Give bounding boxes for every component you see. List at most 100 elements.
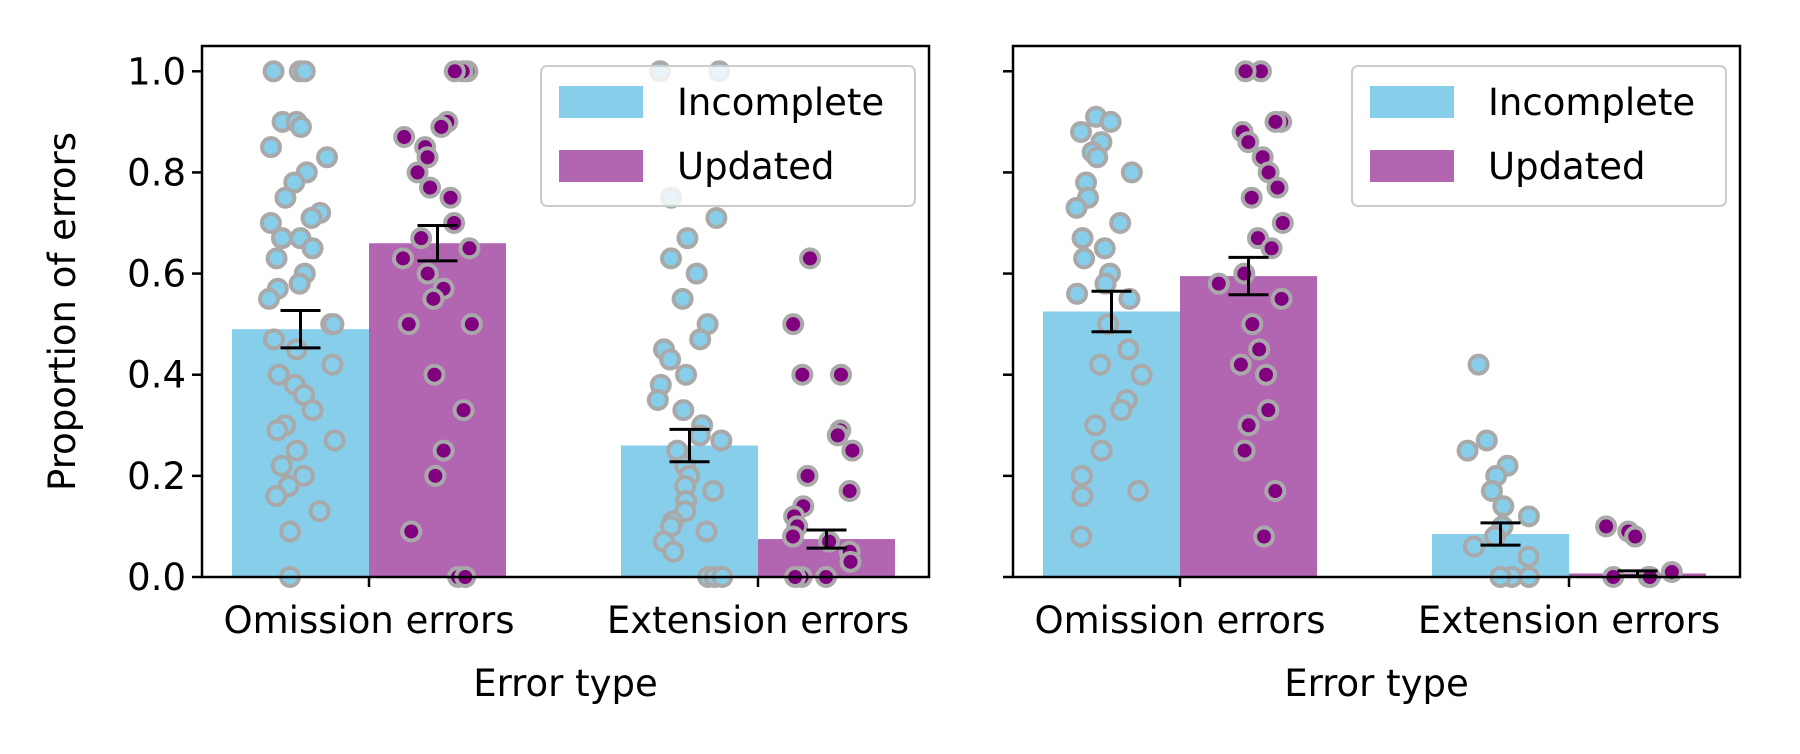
data-point xyxy=(1066,282,1089,305)
data-point xyxy=(839,550,862,573)
data-point xyxy=(799,247,822,270)
data-point xyxy=(458,237,481,260)
data-point xyxy=(1084,414,1107,437)
data-point xyxy=(660,247,683,270)
data-point xyxy=(288,272,311,295)
data-point xyxy=(323,429,346,452)
data-point xyxy=(406,161,429,184)
data-point xyxy=(1240,186,1263,209)
data-point xyxy=(397,313,420,336)
data-point xyxy=(841,439,864,462)
data-point xyxy=(1264,480,1287,503)
data-point xyxy=(1517,545,1540,568)
data-point xyxy=(265,247,288,270)
data-point xyxy=(443,212,466,234)
data-point xyxy=(265,485,288,508)
data-point xyxy=(1073,247,1096,270)
data-point xyxy=(293,60,316,83)
x-tick-label: Extension errors xyxy=(607,599,909,642)
data-point xyxy=(1266,176,1289,199)
data-point xyxy=(671,287,694,310)
legend-swatch-incomplete xyxy=(1370,86,1454,118)
x-axis-title: Error type xyxy=(1284,662,1469,705)
data-point xyxy=(1086,146,1109,169)
data-point xyxy=(1271,212,1294,234)
data-point xyxy=(1070,525,1093,548)
data-point xyxy=(705,206,728,229)
data-point xyxy=(393,126,416,149)
data-point xyxy=(1517,505,1540,528)
data-point xyxy=(826,424,849,447)
data-point xyxy=(424,464,447,487)
data-point xyxy=(443,60,466,83)
data-point xyxy=(452,399,475,422)
data-point xyxy=(292,464,315,487)
data-point xyxy=(270,227,293,250)
data-point xyxy=(289,115,312,138)
data-point xyxy=(1234,60,1257,83)
data-point xyxy=(432,439,455,462)
y-tick-label: 0.0 xyxy=(127,556,186,599)
data-point xyxy=(1248,338,1271,361)
data-point xyxy=(316,146,339,169)
data-point xyxy=(270,454,293,477)
data-point xyxy=(1120,161,1143,184)
data-point xyxy=(1467,353,1490,376)
data-point xyxy=(689,328,712,351)
data-point xyxy=(430,115,453,138)
y-tick-label: 0.4 xyxy=(127,354,186,397)
data-point xyxy=(1233,439,1256,462)
data-point xyxy=(1069,120,1092,143)
data-point xyxy=(1462,535,1485,558)
data-point xyxy=(1237,414,1260,437)
legend-label-incomplete: Incomplete xyxy=(1488,81,1695,124)
data-point xyxy=(266,419,289,442)
data-point xyxy=(1207,272,1230,295)
data-point xyxy=(829,363,852,386)
data-point xyxy=(274,186,297,209)
data-point xyxy=(1253,525,1276,548)
data-point xyxy=(1099,110,1122,133)
data-point xyxy=(285,338,308,361)
panel-left: 0.0 0.2 0.4 0.6 0.8 1.0 Omission errors Extensi… xyxy=(41,44,931,705)
data-point xyxy=(267,363,290,386)
data-point xyxy=(702,480,725,503)
data-point xyxy=(1117,338,1140,361)
data-point xyxy=(676,227,699,250)
data-point xyxy=(301,399,324,422)
data-point xyxy=(400,520,423,543)
data-point xyxy=(1260,237,1283,260)
data-point xyxy=(672,399,695,422)
data-point xyxy=(1264,110,1287,133)
legend-swatch-incomplete xyxy=(559,86,643,118)
bar-incomplete-omission xyxy=(1043,311,1180,577)
data-point xyxy=(646,389,669,411)
y-tick-label: 0.8 xyxy=(127,151,186,194)
data-point xyxy=(416,262,439,285)
data-point xyxy=(416,146,439,169)
data-point xyxy=(1475,429,1498,452)
legend-label-updated: Updated xyxy=(1488,145,1646,188)
data-point xyxy=(1624,525,1647,548)
y-tick-label: 0.6 xyxy=(127,253,186,296)
data-point xyxy=(1255,363,1278,386)
data-point xyxy=(423,363,446,386)
x-axis-title: Error type xyxy=(473,662,658,705)
data-point xyxy=(791,363,814,386)
data-point xyxy=(308,500,331,523)
data-point xyxy=(1071,485,1094,508)
data-point xyxy=(1257,399,1280,422)
data-point xyxy=(391,247,414,270)
data-point xyxy=(301,237,324,260)
data-point xyxy=(262,60,285,83)
data-point xyxy=(321,353,344,376)
data-point xyxy=(818,530,841,553)
data-point xyxy=(460,313,483,336)
data-point xyxy=(410,227,433,250)
data-point xyxy=(1071,227,1094,250)
data-point xyxy=(300,206,323,229)
data-point xyxy=(1492,495,1515,518)
data-point xyxy=(258,287,281,310)
data-point xyxy=(1093,237,1116,260)
data-point xyxy=(1229,353,1252,376)
